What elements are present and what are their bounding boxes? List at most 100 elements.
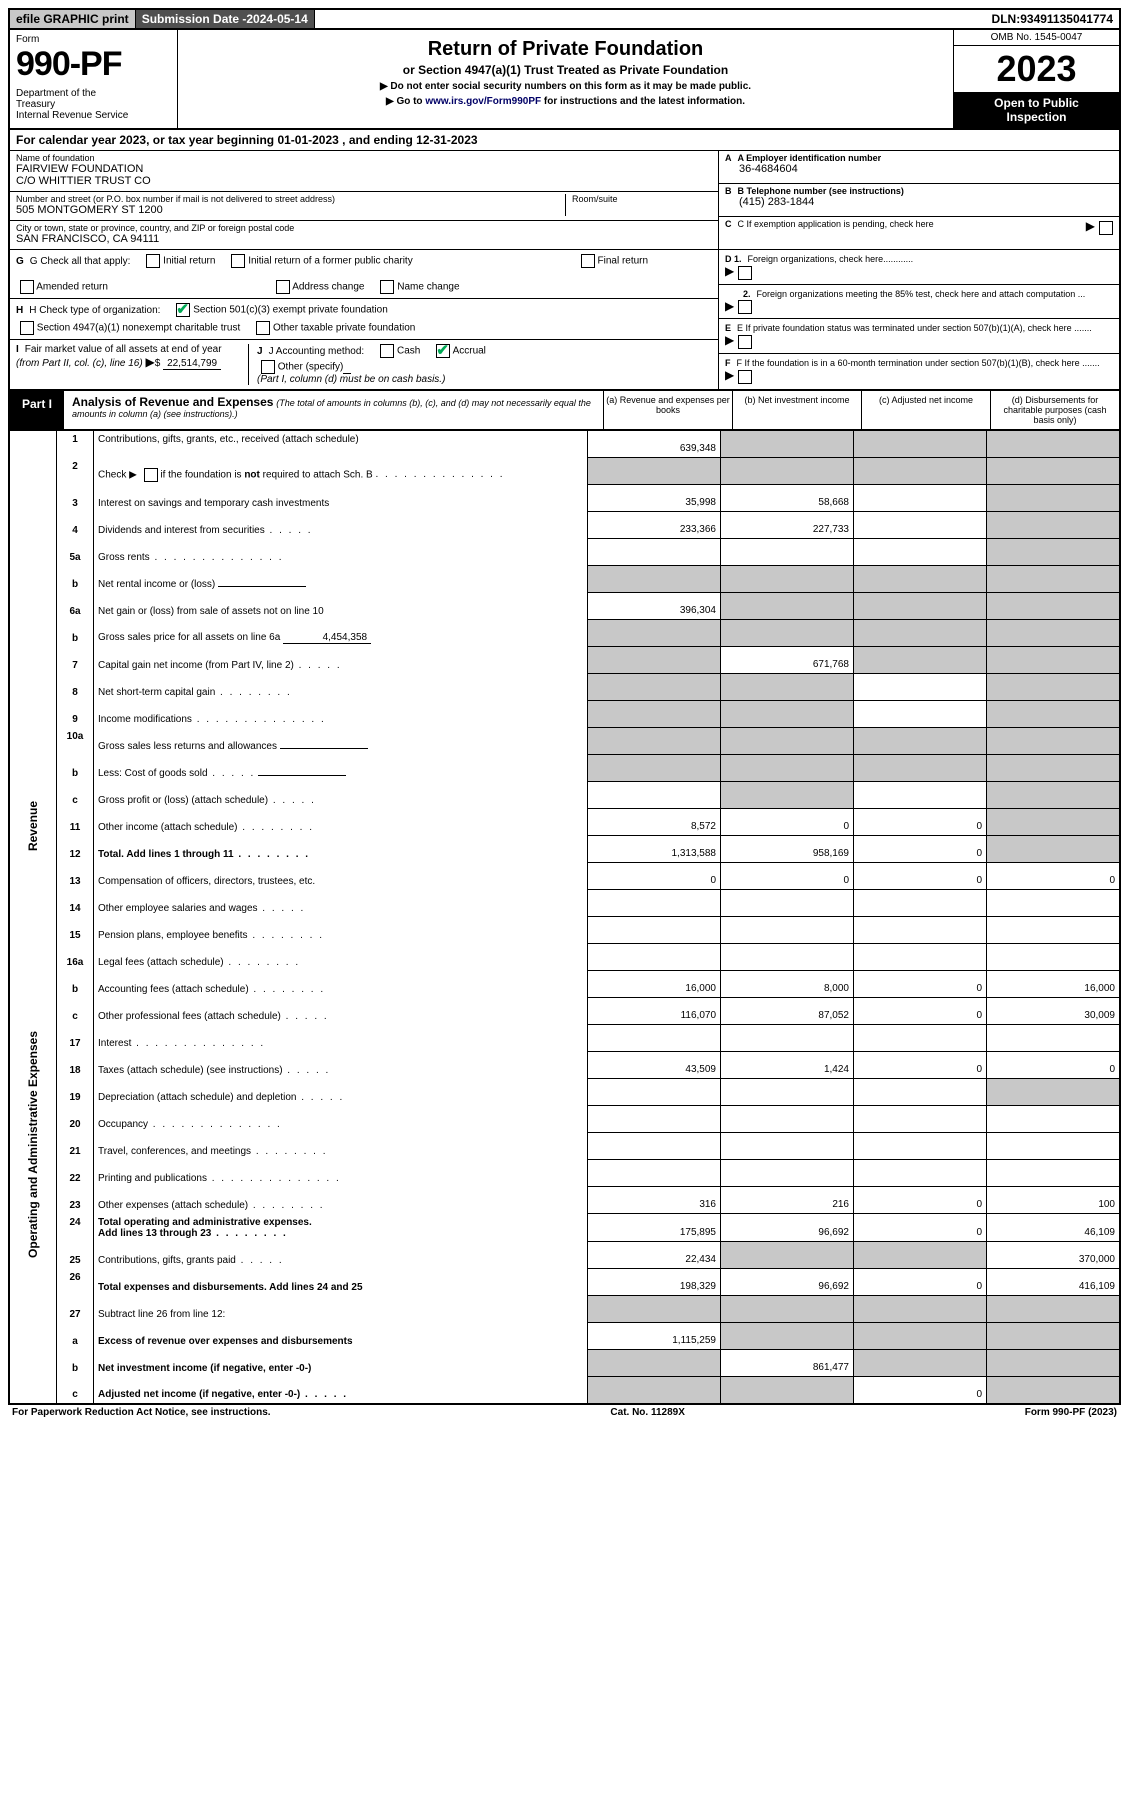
table-row: 16aLegal fees (attach schedule) [9, 944, 1120, 971]
form-subtitle: or Section 4947(a)(1) Trust Treated as P… [188, 63, 943, 77]
table-row: cOther professional fees (attach schedul… [9, 998, 1120, 1025]
d2-label: Foreign organizations meeting the 85% te… [757, 289, 1086, 299]
table-row: Operating and Administrative Expenses 13… [9, 863, 1120, 890]
street-value: 505 MONTGOMERY ST 1200 [16, 204, 565, 216]
form-number: 990-PF [16, 45, 171, 84]
form-header: Form 990-PF Department of theTreasuryInt… [8, 30, 1121, 130]
city-label: City or town, state or province, country… [16, 223, 712, 233]
c-label: C If exemption application is pending, c… [738, 219, 934, 229]
table-row: cAdjusted net income (if negative, enter… [9, 1377, 1120, 1405]
d1-label: Foreign organizations, check here.......… [748, 254, 914, 264]
f-label: F If the foundation is in a 60-month ter… [737, 358, 1100, 368]
table-row: bLess: Cost of goods sold [9, 755, 1120, 782]
table-row: Revenue 1Contributions, gifts, grants, e… [9, 431, 1120, 458]
table-row: bNet rental income or (loss) [9, 566, 1120, 593]
table-row: 23Other expenses (attach schedule)316216… [9, 1187, 1120, 1214]
j-cash-checkbox[interactable] [380, 344, 394, 358]
h-4947-checkbox[interactable] [20, 321, 34, 335]
expenses-side-label: Operating and Administrative Expenses [24, 1023, 42, 1266]
table-row: bNet investment income (if negative, ent… [9, 1350, 1120, 1377]
g-row: GG Check all that apply: Initial return … [10, 250, 718, 299]
calendar-year-row: For calendar year 2023, or tax year begi… [8, 130, 1121, 151]
table-row: 14Other employee salaries and wages [9, 890, 1120, 917]
table-row: 12Total. Add lines 1 through 111,313,588… [9, 836, 1120, 863]
d1-checkbox[interactable] [738, 266, 752, 280]
j-note: (Part I, column (d) must be on cash basi… [257, 374, 712, 385]
col-a-header: (a) Revenue and expenses per books [603, 391, 732, 429]
col-b-header: (b) Net investment income [732, 391, 861, 429]
table-row: 2 Check ▶ if the foundation is not requi… [9, 458, 1120, 485]
table-row: 22Printing and publications [9, 1160, 1120, 1187]
dept-label: Department of theTreasuryInternal Revenu… [16, 88, 171, 121]
g-address-change-checkbox[interactable] [276, 280, 290, 294]
h-other-taxable-checkbox[interactable] [256, 321, 270, 335]
table-row: 19Depreciation (attach schedule) and dep… [9, 1079, 1120, 1106]
fmv-value: 22,514,799 [163, 358, 221, 370]
phone-label: B [725, 186, 732, 196]
table-row: bAccounting fees (attach schedule)16,000… [9, 971, 1120, 998]
table-row: 5aGross rents [9, 539, 1120, 566]
submission-date: Submission Date - 2024-05-14 [136, 10, 315, 28]
dln: DLN: 93491135041774 [986, 10, 1119, 28]
table-row: 9Income modifications [9, 701, 1120, 728]
g-initial-former-checkbox[interactable] [231, 254, 245, 268]
footer-mid: Cat. No. 11289X [610, 1407, 684, 1418]
ghij-block: GG Check all that apply: Initial return … [8, 250, 1121, 391]
efile-print-button[interactable]: efile GRAPHIC print [10, 10, 136, 28]
efile-label: efile GRAPHIC print [16, 12, 129, 26]
footer-right: Form 990-PF (2023) [1025, 1407, 1117, 1418]
open-to-public-badge: Open to PublicInspection [954, 92, 1119, 128]
form-note-1: ▶ Do not enter social security numbers o… [188, 81, 943, 92]
table-row: 25Contributions, gifts, grants paid22,43… [9, 1242, 1120, 1269]
h-row: HH Check type of organization: Section 5… [10, 299, 718, 340]
e-checkbox[interactable] [738, 335, 752, 349]
e-label: E If private foundation status was termi… [737, 323, 1092, 333]
table-row: 21Travel, conferences, and meetings [9, 1133, 1120, 1160]
city-value: SAN FRANCISCO, CA 94111 [16, 233, 712, 245]
table-row: 15Pension plans, employee benefits [9, 917, 1120, 944]
col-c-header: (c) Adjusted net income [861, 391, 990, 429]
table-row: 10aGross sales less returns and allowanc… [9, 728, 1120, 755]
f-checkbox[interactable] [738, 370, 752, 384]
g-name-change-checkbox[interactable] [380, 280, 394, 294]
foundation-name-2: C/O WHITTIER TRUST CO [16, 175, 712, 187]
table-row: 18Taxes (attach schedule) (see instructi… [9, 1052, 1120, 1079]
part1-tab: Part I [10, 391, 64, 429]
table-row: 4Dividends and interest from securities2… [9, 512, 1120, 539]
table-row: 8Net short-term capital gain [9, 674, 1120, 701]
ein-label: A [725, 153, 732, 163]
table-row: 27Subtract line 26 from line 12: [9, 1296, 1120, 1323]
d2-checkbox[interactable] [738, 300, 752, 314]
omb-number: OMB No. 1545-0047 [954, 30, 1119, 46]
j-other-checkbox[interactable] [261, 360, 275, 374]
phone-value: (415) 283-1844 [725, 196, 1113, 208]
table-row: bGross sales price for all assets on lin… [9, 620, 1120, 647]
name-label: Name of foundation [16, 153, 712, 163]
table-row: 11Other income (attach schedule)8,57200 [9, 809, 1120, 836]
form-word: Form [16, 34, 171, 45]
part1-title: Analysis of Revenue and Expenses [72, 395, 273, 409]
street-label: Number and street (or P.O. box number if… [16, 194, 565, 204]
c-checkbox[interactable] [1099, 221, 1113, 235]
footer-left: For Paperwork Reduction Act Notice, see … [12, 1407, 271, 1418]
part1-header: Part I Analysis of Revenue and Expenses … [8, 391, 1121, 431]
schb-checkbox[interactable] [144, 468, 158, 482]
table-row: cGross profit or (loss) (attach schedule… [9, 782, 1120, 809]
page-footer: For Paperwork Reduction Act Notice, see … [8, 1405, 1121, 1420]
g-final-return-checkbox[interactable] [581, 254, 595, 268]
table-row: 6aNet gain or (loss) from sale of assets… [9, 593, 1120, 620]
j-accrual-checkbox[interactable] [436, 344, 450, 358]
foundation-name-1: FAIRVIEW FOUNDATION [16, 163, 712, 175]
form990pf-link[interactable]: www.irs.gov/Form990PF [425, 96, 541, 107]
form-note-2: ▶ Go to www.irs.gov/Form990PF for instru… [188, 96, 943, 107]
h-501c3-checkbox[interactable] [176, 303, 190, 317]
table-row: 26Total expenses and disbursements. Add … [9, 1269, 1120, 1296]
col-d-header: (d) Disbursements for charitable purpose… [990, 391, 1119, 429]
g-amended-checkbox[interactable] [20, 280, 34, 294]
g-initial-return-checkbox[interactable] [146, 254, 160, 268]
part1-table: Revenue 1Contributions, gifts, grants, e… [8, 431, 1121, 1405]
table-row: 7Capital gain net income (from Part IV, … [9, 647, 1120, 674]
top-bar: efile GRAPHIC print Submission Date - 20… [8, 8, 1121, 30]
room-label: Room/suite [572, 194, 712, 204]
table-row: 3Interest on savings and temporary cash … [9, 485, 1120, 512]
